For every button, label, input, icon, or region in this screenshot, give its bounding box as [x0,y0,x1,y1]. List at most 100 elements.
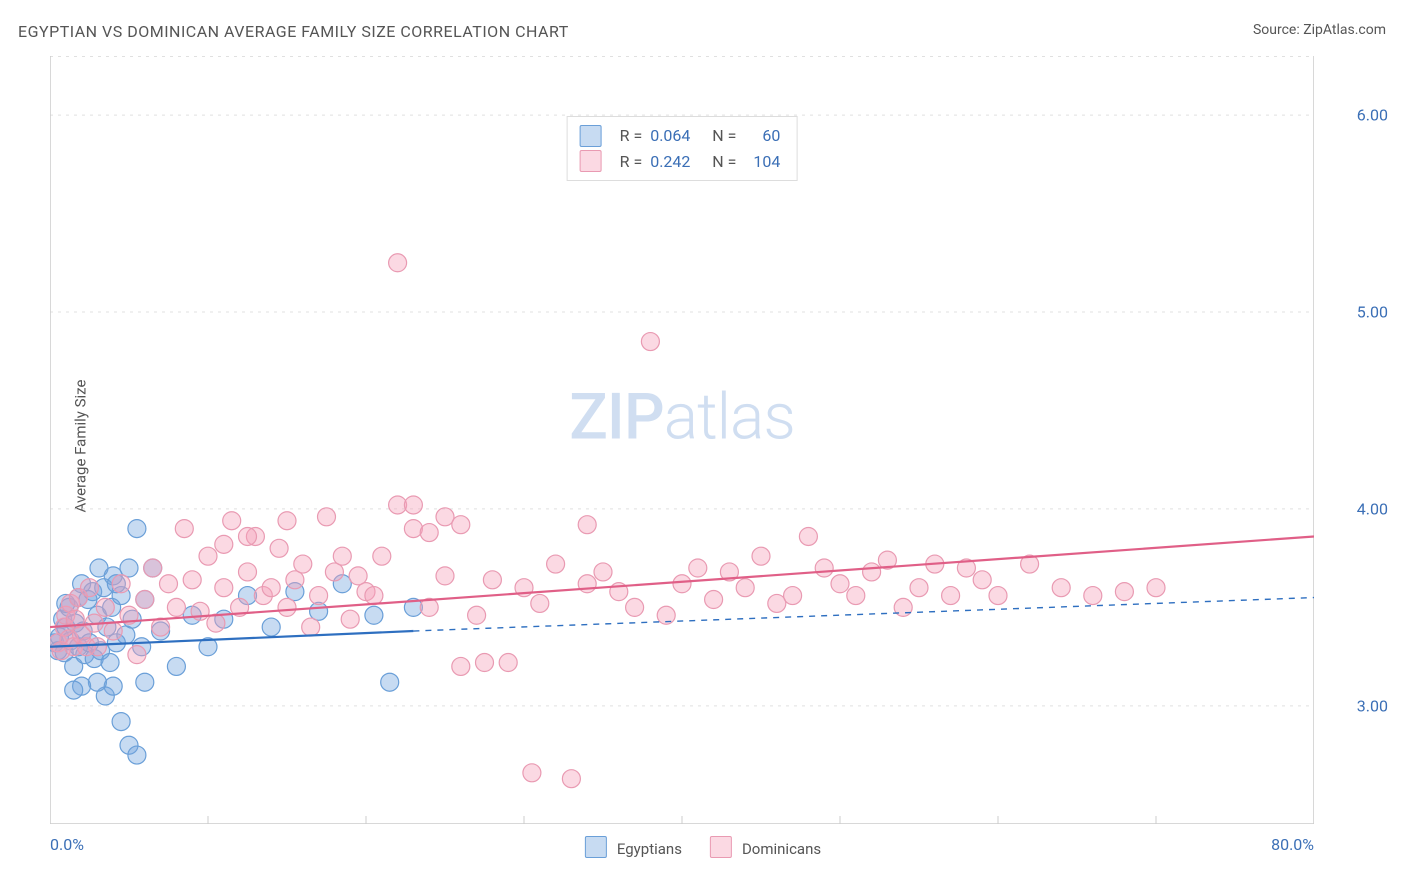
x-tick-label: 80.0% [1271,835,1314,854]
data-point [239,527,257,545]
data-point [373,547,391,565]
data-point [863,563,881,581]
n-label: N = [712,123,736,149]
data-point [262,579,280,597]
data-point [104,622,122,640]
data-point [167,657,185,675]
data-point [476,654,494,672]
data-point [404,520,422,538]
legend-swatch [580,125,602,147]
data-point [167,598,185,616]
data-point [239,563,257,581]
data-point [641,333,659,351]
data-point [847,587,865,605]
data-point [768,594,786,612]
data-point [365,587,383,605]
data-point [341,610,359,628]
series-legend: Egyptians Dominicans [585,836,821,858]
source-link[interactable]: ZipAtlas.com [1303,22,1386,38]
data-point [799,527,817,545]
data-point [175,520,193,538]
legend-stat-row: R =0.064N =60 [580,123,781,149]
data-point [831,575,849,593]
data-point [81,579,99,597]
r-value: 0.242 [650,149,704,175]
data-point [128,520,146,538]
data-point [101,654,119,672]
plot-area: ZIPatlas R =0.064N =60R =0.242N =104 [50,56,1314,824]
data-point [689,559,707,577]
data-point [144,559,162,577]
data-point [160,575,178,593]
data-point [1147,579,1165,597]
x-tick-label: 0.0% [50,835,84,854]
data-point [104,677,122,695]
data-point [349,567,367,585]
data-point [215,579,233,597]
n-label: N = [712,149,736,175]
data-point [88,638,106,656]
legend-label: Dominicans [742,840,821,858]
data-point [752,547,770,565]
data-point [333,547,351,565]
trend-line [50,536,1314,627]
data-point [270,539,288,557]
data-point [112,575,130,593]
legend-swatch [710,836,732,858]
r-label: R = [620,149,643,175]
data-point [499,654,517,672]
data-point [1052,579,1070,597]
data-point [389,254,407,272]
data-point [152,618,170,636]
data-point [973,571,991,589]
data-point [96,598,114,616]
n-value: 60 [744,123,780,149]
data-point [547,555,565,573]
data-point [278,512,296,530]
data-point [136,591,154,609]
data-point [128,746,146,764]
data-point [942,587,960,605]
data-point [562,770,580,788]
data-point [784,587,802,605]
data-point [705,591,723,609]
data-point [1115,583,1133,601]
correlation-legend: R = 0.064 N = 60R = 0.242 N = 104 [567,116,798,181]
chart-title: EGYPTIAN VS DOMINICAN AVERAGE FAMILY SIZ… [18,22,569,41]
data-point [910,579,928,597]
data-point [468,606,486,624]
data-point [207,614,225,632]
data-point [199,547,217,565]
data-point [136,673,154,691]
data-point [626,598,644,616]
data-point [436,508,454,526]
data-point [531,594,549,612]
data-point [88,673,106,691]
data-point [310,587,328,605]
data-point [578,516,596,534]
data-point [815,559,833,577]
data-point [262,618,280,636]
data-point [215,535,233,553]
data-point [65,681,83,699]
y-tick-label: 5.00 [1357,303,1388,322]
data-point [736,579,754,597]
data-point [128,646,146,664]
legend-stat-row: R = 0.242 N = 104 [580,149,781,175]
data-point [452,516,470,534]
data-point [1084,587,1102,605]
data-point [302,618,320,636]
data-point [112,713,130,731]
data-point [523,764,541,782]
data-point [420,524,438,542]
data-point [365,606,383,624]
source-attribution: Source: ZipAtlas.com [1253,22,1386,38]
n-value: 104 [744,149,780,175]
r-value: 0.064 [650,123,704,149]
data-point [278,598,296,616]
source-label: Source: [1253,22,1303,38]
legend-swatch [585,836,607,858]
legend-swatch [580,150,602,172]
legend-item: Egyptians [585,836,682,858]
data-point [183,571,201,589]
